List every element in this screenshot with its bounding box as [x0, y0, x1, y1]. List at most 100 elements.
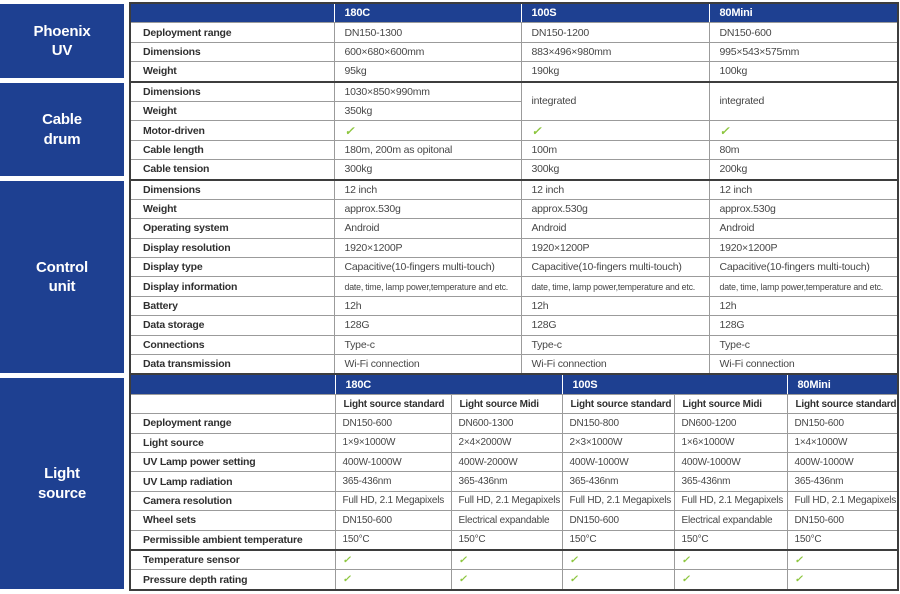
- row-label: Battery: [129, 295, 335, 317]
- spec-value: date, time, lamp power,temperature and e…: [520, 276, 710, 297]
- spec-value: approx.530g: [520, 198, 710, 220]
- spec-value: Wi-Fi connection: [708, 354, 899, 375]
- table-row: Deployment range DN150-600 DN600-1300 DN150…: [129, 413, 899, 434]
- spec-value: 400W-1000W: [673, 451, 788, 473]
- spec-value: 365-436nm: [450, 471, 563, 492]
- check-icon: ✓: [786, 569, 899, 591]
- spec-value: approx.530g: [708, 198, 899, 220]
- section-table-cable-drum: Dimensions 1030×850×990mm integrated integr…: [129, 80, 899, 181]
- spec-value: 300kg: [333, 159, 522, 181]
- row-label: Data transmission: [129, 354, 335, 375]
- table-row: Battery 12h 12h 12h: [129, 295, 899, 317]
- table-row: Data transmission Wi-Fi connection Wi-Fi c…: [129, 354, 899, 375]
- check-icon: ✓: [673, 548, 788, 571]
- sidebar-label-line: UV: [51, 42, 73, 59]
- spec-value: 400W-1000W: [786, 451, 899, 473]
- table-row: Weight approx.530g approx.530g approx.530g: [129, 198, 899, 220]
- spec-value: Full HD, 2.1 Megapixels: [334, 490, 452, 512]
- row-label: Pressure depth rating: [129, 569, 336, 591]
- spec-value: 150°C: [561, 529, 675, 551]
- table-row: Light source standard Light source Midi Li…: [129, 393, 899, 415]
- row-label: Weight: [129, 198, 335, 220]
- spec-value: integrated: [708, 81, 899, 122]
- table-row: Deployment range DN150-1300 DN150-1200 DN15…: [129, 22, 899, 43]
- spec-value: 80m: [708, 139, 899, 161]
- spec-value: 365-436nm: [334, 471, 452, 492]
- column-subheader: Light source standard: [786, 393, 899, 415]
- spec-value: 12h: [333, 295, 522, 317]
- table-row: Cable tension 300kg 300kg 200kg: [129, 159, 899, 181]
- table-row: Permissible ambient temperature 150°C 150°…: [129, 529, 899, 551]
- row-label: UV Lamp power setting: [129, 451, 336, 473]
- section-table-phoenix-uv: 180C 100S 80Mini Deployment range DN150-1300…: [129, 2, 899, 83]
- sidebar-label-line: source: [38, 484, 86, 502]
- spec-value: DN150-600: [561, 510, 675, 531]
- sidebar-label-line: drum: [43, 130, 81, 148]
- spec-value: 1030×850×990mm: [333, 81, 522, 102]
- spec-value: 300kg: [520, 159, 710, 181]
- spec-value: DN150-600: [708, 22, 899, 43]
- spec-value: approx.530g: [333, 198, 522, 220]
- column-subheader: Light source Midi: [450, 393, 563, 415]
- spec-value: 12h: [708, 295, 899, 317]
- spec-value: 190kg: [520, 61, 710, 83]
- spec-value: 128G: [708, 315, 899, 336]
- subheader-spacer-cell: [129, 393, 336, 415]
- row-label: Operating system: [129, 218, 335, 239]
- check-icon: ✓: [334, 548, 452, 571]
- check-icon: ✓: [673, 569, 788, 591]
- spec-value: Type-c: [708, 334, 899, 356]
- row-label: Cable tension: [129, 159, 335, 181]
- table-row: Display type Capacitive(10-fingers multi-…: [129, 257, 899, 278]
- spec-value: DN150-600: [334, 413, 452, 434]
- row-label: Cable length: [129, 139, 335, 161]
- spec-value: Full HD, 2.1 Megapixels: [561, 490, 675, 512]
- spec-value: 600×680×600mm: [333, 41, 522, 63]
- row-label: Display information: [129, 276, 335, 297]
- section-table-light-source: 180C 100S 80Mini Light source standard Light…: [129, 373, 900, 591]
- check-icon: ✓: [334, 569, 452, 591]
- product-header-180C: 180C: [334, 373, 563, 395]
- spec-value: 365-436nm: [673, 471, 788, 492]
- row-label: Weight: [129, 61, 335, 83]
- row-label: Display resolution: [129, 237, 335, 259]
- spec-value: Electrical expandable: [450, 510, 563, 531]
- spec-value: Type-c: [333, 334, 522, 356]
- spec-value: Android: [708, 218, 899, 239]
- spec-value: DN600-1200: [673, 413, 788, 434]
- spec-value: 12 inch: [708, 179, 899, 200]
- spec-value: 1×6×1000W: [673, 432, 788, 453]
- table-row: Cable length 180m, 200m as opitonal 100m 80…: [129, 139, 899, 161]
- spec-value: DN150-600: [334, 510, 452, 531]
- spec-value: DN150-600: [786, 510, 899, 531]
- column-subheader: Light source standard: [561, 393, 675, 415]
- spec-value: 365-436nm: [561, 471, 675, 492]
- sidebar-section-cable-drum: Cable drum: [0, 83, 124, 176]
- table-row: Dimensions 600×680×600mm 883×496×980mm 995×…: [129, 41, 899, 63]
- row-label: Temperature sensor: [129, 548, 336, 571]
- sidebar-label-line: Phoenix: [33, 22, 91, 40]
- spec-value: DN150-1200: [520, 22, 710, 43]
- row-label: Wheel sets: [129, 510, 336, 531]
- spec-value: 1920×1200P: [708, 237, 899, 259]
- table-row: 180C 100S 80Mini: [129, 373, 899, 395]
- check-icon: ✓: [450, 548, 563, 571]
- check-icon: ✓: [450, 569, 563, 591]
- sidebar-section-phoenix-uv: Phoenix UV: [0, 4, 124, 78]
- sidebar-label-line: unit: [48, 278, 76, 295]
- table-row: Data storage 128G 128G 128G: [129, 315, 899, 336]
- table-row: Connections Type-c Type-c Type-c: [129, 334, 899, 356]
- row-label: Deployment range: [129, 22, 335, 43]
- spec-value: 200kg: [708, 159, 899, 181]
- spec-value: Wi-Fi connection: [333, 354, 522, 375]
- spec-value: 400W-1000W: [334, 451, 452, 473]
- spec-value: 1920×1200P: [520, 237, 710, 259]
- table-row: 180C 100S 80Mini: [129, 2, 899, 24]
- header-spacer-cell: [129, 373, 336, 395]
- row-label: Data storage: [129, 315, 335, 336]
- row-label: UV Lamp radiation: [129, 471, 336, 492]
- spec-value: date, time, lamp power,temperature and e…: [708, 276, 899, 297]
- product-header-180C: 180C: [333, 2, 522, 24]
- spec-value: DN150-1300: [333, 22, 522, 43]
- row-label: Light source: [129, 432, 336, 453]
